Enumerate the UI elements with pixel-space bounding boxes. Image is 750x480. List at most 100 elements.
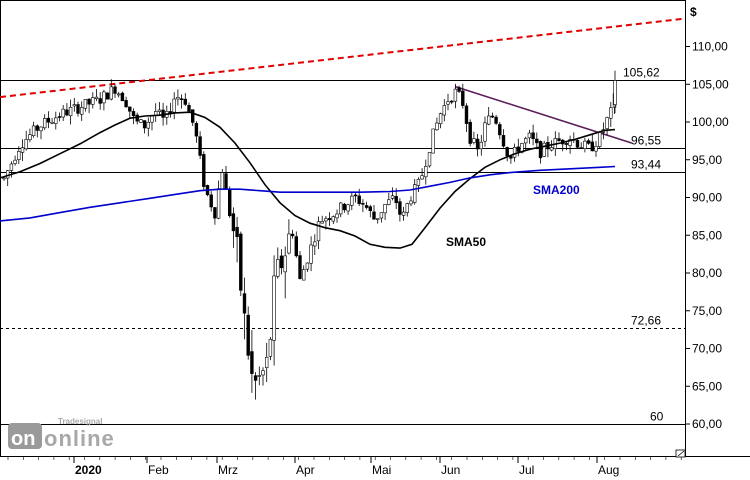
candle bbox=[102, 89, 106, 111]
candle bbox=[305, 262, 310, 272]
svg-text:on: on bbox=[11, 428, 35, 450]
x-tick-label: 2020 bbox=[75, 463, 102, 477]
candle bbox=[335, 209, 339, 223]
candle bbox=[338, 202, 343, 218]
candle bbox=[479, 134, 483, 156]
candle bbox=[498, 121, 502, 140]
candle bbox=[117, 91, 121, 98]
candle bbox=[213, 206, 217, 225]
x-axis: 2020 Feb Mrz Apr Mai Jun Jul Aug bbox=[7, 457, 682, 477]
candle bbox=[65, 103, 69, 117]
candle bbox=[464, 103, 469, 132]
x-tick-label: Aug bbox=[598, 463, 619, 477]
sma200-line bbox=[0, 165, 616, 222]
candle bbox=[54, 111, 58, 130]
y-tick-label: 90,00 bbox=[692, 191, 722, 205]
red-resistance-trendline bbox=[0, 17, 685, 99]
candle bbox=[87, 98, 91, 114]
candle bbox=[416, 177, 421, 192]
candle bbox=[350, 191, 354, 211]
candle bbox=[283, 246, 287, 299]
resize-grip-icon[interactable] bbox=[675, 449, 686, 458]
candle bbox=[42, 114, 47, 130]
candle bbox=[39, 126, 43, 140]
tradesignal-logo: on online Tradesignal bbox=[8, 417, 114, 451]
plot-area bbox=[0, 0, 686, 457]
candle bbox=[590, 134, 595, 152]
candle bbox=[202, 151, 206, 191]
sma200-label: SMA200 bbox=[533, 183, 580, 197]
candle bbox=[446, 93, 450, 111]
candle bbox=[527, 129, 532, 144]
candle bbox=[449, 99, 454, 105]
candle bbox=[57, 112, 62, 122]
candle bbox=[364, 201, 369, 210]
candle bbox=[405, 202, 409, 217]
candle bbox=[424, 159, 428, 185]
horizontal-levels: 105,62 96,55 93,44 72,66 60 bbox=[0, 66, 685, 425]
candle bbox=[468, 119, 472, 147]
x-tick-label: Apr bbox=[296, 463, 315, 477]
level-label: 60 bbox=[650, 410, 664, 424]
candle bbox=[435, 117, 439, 131]
candle bbox=[76, 101, 80, 117]
candle bbox=[387, 192, 391, 206]
candle bbox=[390, 187, 395, 201]
candle bbox=[420, 168, 424, 180]
candle bbox=[375, 218, 380, 224]
candle bbox=[583, 137, 587, 153]
candle bbox=[361, 199, 365, 213]
candle bbox=[294, 231, 298, 258]
x-tick-label: Mai bbox=[372, 463, 391, 477]
candle bbox=[279, 249, 284, 275]
candle bbox=[461, 83, 465, 109]
candle bbox=[68, 99, 73, 125]
y-tick-label: 75,00 bbox=[692, 304, 722, 318]
candle bbox=[313, 234, 317, 255]
candle bbox=[198, 131, 202, 160]
candle bbox=[139, 118, 143, 124]
candle bbox=[579, 142, 583, 149]
candle bbox=[46, 111, 51, 129]
candle bbox=[523, 136, 528, 151]
x-tick-label: Jun bbox=[441, 463, 460, 477]
candle bbox=[298, 251, 302, 280]
candle bbox=[605, 116, 609, 136]
candle bbox=[379, 212, 384, 223]
candle bbox=[538, 140, 543, 164]
candle bbox=[194, 121, 199, 143]
sma50-label: SMA50 bbox=[446, 235, 486, 249]
y-tick-label: 95,00 bbox=[692, 153, 722, 167]
candle bbox=[486, 106, 491, 126]
candle bbox=[549, 140, 554, 152]
candlesticks bbox=[2, 70, 617, 400]
candle bbox=[31, 121, 36, 138]
candle bbox=[231, 207, 236, 248]
candle bbox=[320, 215, 324, 224]
candle bbox=[179, 94, 184, 109]
candle bbox=[309, 236, 313, 272]
candle bbox=[246, 306, 250, 360]
candle bbox=[61, 105, 65, 122]
candle bbox=[228, 186, 232, 218]
candle bbox=[542, 140, 546, 157]
candle bbox=[409, 196, 413, 207]
candle bbox=[342, 202, 347, 213]
candle bbox=[120, 91, 125, 102]
candle bbox=[91, 92, 95, 109]
candle bbox=[457, 85, 461, 94]
candle bbox=[124, 96, 128, 108]
candle bbox=[80, 101, 84, 121]
y-tick-label: 85,00 bbox=[692, 228, 722, 242]
candle bbox=[383, 204, 387, 220]
candle bbox=[438, 112, 443, 129]
candle bbox=[564, 141, 569, 151]
candle bbox=[327, 212, 332, 227]
candle bbox=[276, 247, 280, 279]
y-tick-label: 100,00 bbox=[692, 115, 729, 129]
candle bbox=[272, 255, 276, 366]
y-axis: 60,00 65,00 70,00 75,00 80,00 85,00 90,00 95,00… bbox=[685, 40, 729, 431]
candle bbox=[268, 336, 273, 361]
candle bbox=[568, 135, 572, 154]
candle bbox=[586, 138, 591, 145]
